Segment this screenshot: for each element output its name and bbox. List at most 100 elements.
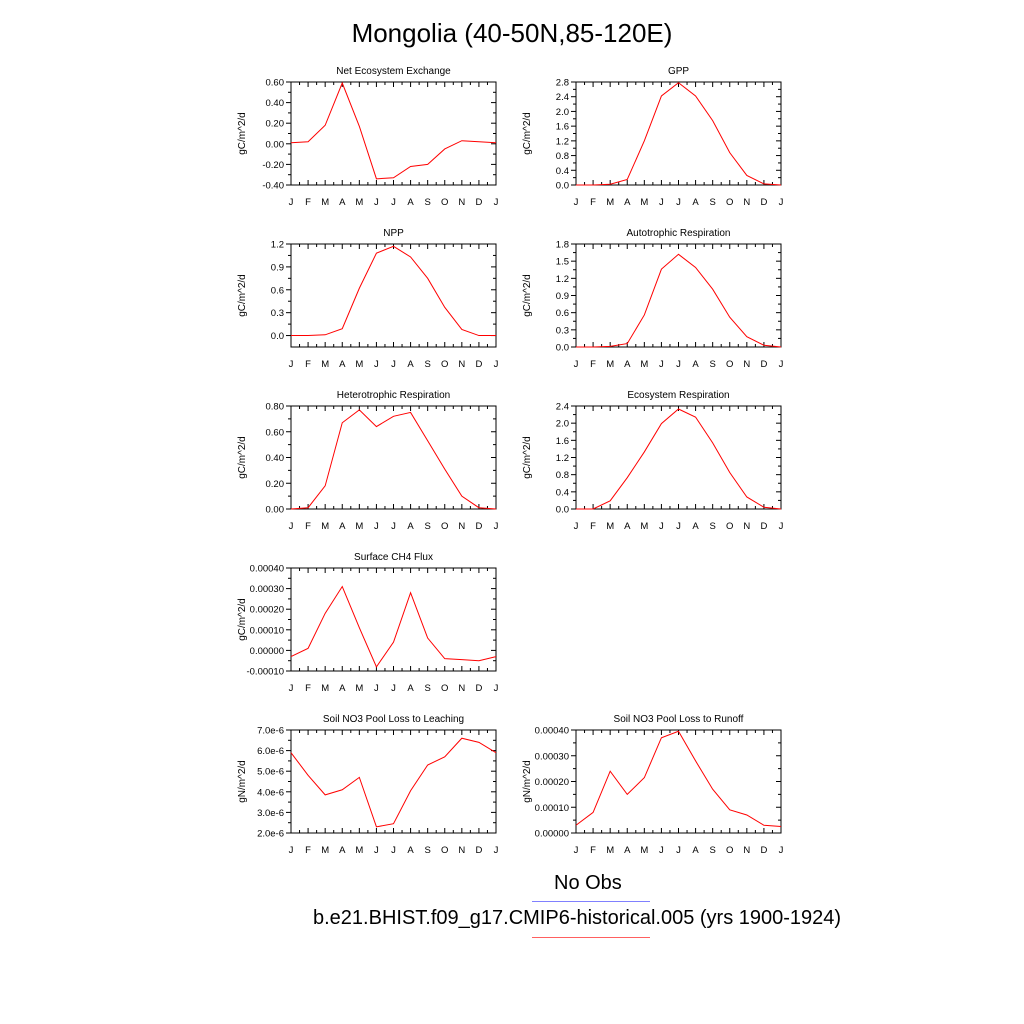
chart-panel-5: J F M A M J J A S O N D J0.000.200.400.600.80Heterot… <box>237 390 499 532</box>
x-tick-label: M <box>321 521 329 532</box>
y-tick-label: 0.00000 <box>250 646 284 657</box>
x-tick-label: M <box>640 359 648 370</box>
x-tick-label: D <box>475 197 482 208</box>
y-axis-label: gN/m^2/d <box>237 760 248 803</box>
y-tick-label: 0.00000 <box>535 829 569 840</box>
y-axis-label: gC/m^2/d <box>237 598 248 641</box>
x-tick-label: S <box>424 683 430 694</box>
y-tick-label: 0.3 <box>556 325 569 336</box>
x-tick-label: N <box>458 521 465 532</box>
x-tick-label: M <box>355 521 363 532</box>
x-tick-label: A <box>692 197 699 208</box>
x-tick-label: J <box>289 197 294 208</box>
x-tick-label: F <box>305 359 311 370</box>
x-tick-label: M <box>355 197 363 208</box>
x-tick-label: D <box>760 845 767 856</box>
x-tick-label: A <box>692 359 699 370</box>
x-tick-label: J <box>779 521 784 532</box>
x-tick-label: F <box>305 683 311 694</box>
y-axis-label: gC/m^2/d <box>237 274 248 317</box>
x-tick-label: M <box>640 197 648 208</box>
x-tick-label: O <box>441 521 448 532</box>
y-tick-label: 0.8 <box>556 470 569 481</box>
x-tick-label: J <box>676 521 681 532</box>
chart-panel-6: J F M A M J J A S O N D J0.00.40.81.21.62.02.4Ecosys… <box>522 390 784 532</box>
y-tick-label: 1.2 <box>271 240 284 251</box>
series-line <box>575 730 782 828</box>
y-tick-label: 0.00 <box>266 505 285 516</box>
y-tick-label: 7.0e-6 <box>257 726 284 737</box>
x-tick-label: O <box>726 197 733 208</box>
x-tick-label: J <box>676 845 681 856</box>
x-tick-label: J <box>374 683 379 694</box>
x-tick-label: J <box>676 197 681 208</box>
x-tick-label: M <box>321 197 329 208</box>
x-tick-label: S <box>709 521 715 532</box>
y-tick-label: 1.6 <box>556 436 569 447</box>
x-tick-label: M <box>321 845 329 856</box>
y-tick-label: 0.00030 <box>535 751 569 762</box>
series-line <box>290 585 497 668</box>
chart-panel-7: J F M A M J J A S O N D J-0.000100.000000.000100.000… <box>237 552 499 694</box>
x-tick-label: J <box>779 845 784 856</box>
x-tick-label: O <box>726 359 733 370</box>
x-tick-label: J <box>494 359 499 370</box>
x-tick-label: A <box>407 845 414 856</box>
series-line <box>576 408 782 510</box>
x-tick-label: M <box>355 845 363 856</box>
x-tick-label: O <box>441 197 448 208</box>
x-tick-label: N <box>743 359 750 370</box>
x-tick-label: M <box>640 521 648 532</box>
x-tick-label: J <box>289 845 294 856</box>
y-tick-label: 0.20 <box>266 479 285 490</box>
x-tick-label: J <box>391 845 396 856</box>
y-tick-label: 0.0 <box>556 505 569 516</box>
x-tick-label: S <box>424 359 430 370</box>
x-tick-label: S <box>709 197 715 208</box>
x-tick-label: D <box>475 683 482 694</box>
chart-title: Soil NO3 Pool Loss to Runoff <box>614 714 744 725</box>
y-tick-label: 2.8 <box>556 78 569 89</box>
x-tick-label: J <box>659 197 664 208</box>
y-tick-label: 0.00010 <box>535 803 569 814</box>
x-tick-label: A <box>407 521 414 532</box>
y-tick-label: 1.2 <box>556 453 569 464</box>
plot-frame <box>575 405 782 510</box>
y-tick-label: 0.9 <box>556 291 569 302</box>
y-tick-label: 2.0e-6 <box>257 829 284 840</box>
legend-obs-label: No Obs <box>554 872 622 894</box>
x-tick-label: S <box>709 359 715 370</box>
chart-panel-8: J F M A M J J A S O N D J2.0e-63.0e-64.0e-65.0e-66.0… <box>237 714 499 856</box>
y-tick-label: 2.4 <box>556 402 569 413</box>
x-tick-label: A <box>339 683 346 694</box>
y-tick-label: 1.2 <box>556 136 569 147</box>
x-tick-label: A <box>339 197 346 208</box>
x-tick-label: J <box>374 521 379 532</box>
x-tick-label: O <box>726 521 733 532</box>
x-tick-label: D <box>475 521 482 532</box>
chart-panel-1: J F M A M J J A S O N D J-0.40-0.200.000.200.400.60N… <box>237 66 499 208</box>
chart-title: Autotrophic Respiration <box>627 228 731 239</box>
chart-title: GPP <box>668 66 689 77</box>
y-tick-label: 0.0 <box>556 343 569 354</box>
x-tick-label: M <box>321 683 329 694</box>
y-tick-label: 0.00040 <box>535 726 569 737</box>
x-tick-label: D <box>475 845 482 856</box>
x-tick-label: J <box>574 521 579 532</box>
x-tick-label: J <box>659 845 664 856</box>
chart-panel-9: J F M A M J J A S O N D J0.000000.000100.000200.0003… <box>522 714 784 856</box>
page-title: Mongolia (40-50N,85-120E) <box>351 18 673 48</box>
y-axis-label: gC/m^2/d <box>237 112 248 155</box>
y-tick-label: 0.60 <box>266 78 285 89</box>
x-tick-label: M <box>640 845 648 856</box>
legend-obs-line <box>532 901 650 902</box>
y-tick-label: 0.8 <box>556 151 569 162</box>
chart-title: NPP <box>383 228 404 239</box>
x-tick-label: N <box>743 521 750 532</box>
chart-title: Soil NO3 Pool Loss to Leaching <box>323 714 464 725</box>
x-tick-label: A <box>624 845 631 856</box>
x-tick-label: J <box>779 197 784 208</box>
y-tick-label: 0.00 <box>266 139 285 150</box>
